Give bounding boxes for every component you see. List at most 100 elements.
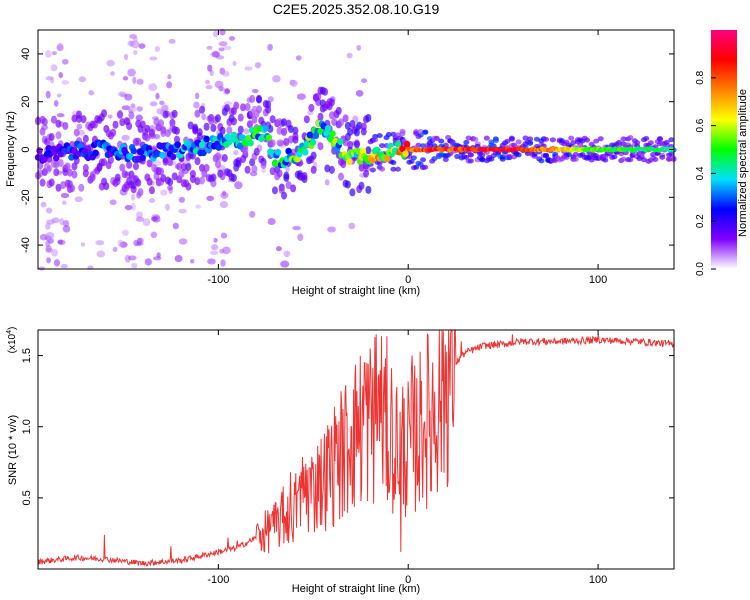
spectrogram-cell <box>199 105 206 114</box>
spectrogram-cell <box>328 98 335 107</box>
spectrogram-cell <box>433 136 440 142</box>
snr-series-line <box>37 329 675 567</box>
spectrogram-cell <box>205 84 213 90</box>
spectrogram-cell <box>324 164 331 173</box>
spectrogram-cell <box>220 232 228 239</box>
spectrogram-cell <box>349 188 356 197</box>
spectrogram-cell <box>167 178 174 187</box>
spectrogram-cell <box>372 133 379 139</box>
spectrogram-cell <box>212 50 220 58</box>
spectrogram-cell <box>308 103 315 112</box>
spectrogram-cell <box>515 139 522 145</box>
spectrogram-cell <box>309 138 317 146</box>
snr-x-tick-label: 100 <box>589 574 607 586</box>
spectrogram-cell <box>285 181 292 190</box>
spectrogram-cell <box>119 118 126 127</box>
spectrogram-cell <box>107 155 114 164</box>
colorbar-gradient <box>711 30 737 269</box>
colorbar-tick-label: 0.6 <box>695 118 706 132</box>
snr-y-scale-label: (x104) <box>6 327 18 354</box>
spectrogram-cell <box>347 127 354 136</box>
spectrogram-cell <box>222 190 227 197</box>
spectrogram-cell <box>355 147 362 155</box>
spectrogram-cell <box>56 93 62 98</box>
spectrogram-cell <box>178 169 185 178</box>
spectrogram-cell <box>335 106 342 115</box>
spectrogram-cell <box>124 204 133 211</box>
spectrogram-cell <box>666 156 673 162</box>
spectrogram-cell <box>45 90 51 99</box>
spectrogram-cell <box>515 152 522 158</box>
spectrogram-cell <box>189 169 196 178</box>
spectrogram-cell <box>212 30 219 38</box>
spectrogram-cell <box>290 184 297 193</box>
spectrogram-cell <box>62 225 71 233</box>
spectrogram-cell <box>620 156 627 162</box>
spectrogram-cell <box>167 185 173 191</box>
colorbar-tick-label: 0.2 <box>695 214 706 228</box>
spectrogram-cell <box>162 110 169 119</box>
spectrogram-cell <box>219 201 229 209</box>
spectrogram-cell <box>244 165 251 174</box>
spectrogram-cell <box>144 124 151 133</box>
spectrogram-cell <box>201 113 206 121</box>
spectrogram-cell <box>611 154 618 160</box>
spectrogram-cell <box>109 199 117 206</box>
spectrogram-cell <box>267 43 273 51</box>
spectrogram-cell <box>220 259 226 267</box>
spectrogram-cell <box>206 195 215 202</box>
spectrogram-cell <box>160 189 168 196</box>
spectrogram-cell <box>292 126 299 135</box>
spectrogram-cell <box>329 130 336 138</box>
spectrogram-cell <box>274 148 282 156</box>
spectrogram-cell <box>324 124 332 132</box>
spectrogram-cell <box>149 56 158 61</box>
spectrogram-cell <box>214 152 221 161</box>
spectrogram-cell <box>187 121 194 130</box>
spectrogram-cell <box>271 160 279 167</box>
spectrogram-cell <box>41 117 48 126</box>
snr-panel: -100 0 100 0.5 1.0 1.5 Height of straight li… <box>6 327 675 595</box>
spectrogram-cell <box>647 140 654 146</box>
spectrogram-cell <box>69 184 76 193</box>
svg-text:(x104): (x104) <box>6 327 18 354</box>
spectrogram-cell <box>130 193 136 201</box>
spectrogram-cell <box>215 144 222 151</box>
spectrogram-cell <box>178 238 188 245</box>
spectrogram-cell <box>248 126 256 134</box>
spectrogram-cell <box>136 211 143 219</box>
snr-x-tick-label: -100 <box>207 574 229 586</box>
spectrogram-x-tick-label: 100 <box>589 274 607 286</box>
spectrogram-cell <box>656 136 663 142</box>
spectrogram-cell <box>129 105 137 113</box>
spectrogram-cell <box>78 76 87 83</box>
spectrogram-cell <box>233 101 240 110</box>
spectrogram-cell <box>570 140 577 146</box>
spectrogram-cell <box>324 179 330 186</box>
spectrogram-cell <box>218 47 225 52</box>
spectrogram-cell <box>199 176 206 185</box>
spectrogram-cell <box>55 183 62 192</box>
spectrogram-cell <box>627 157 634 163</box>
spectrogram-cell <box>219 126 226 135</box>
spectrogram-cell <box>135 178 142 187</box>
spectrogram-cell <box>167 158 174 167</box>
spectrogram-cell <box>267 96 274 103</box>
spectrogram-cell <box>48 178 55 187</box>
spectrogram-cell <box>394 140 402 148</box>
spectrogram-cell <box>160 174 167 183</box>
spectrogram-cell <box>53 259 61 267</box>
spectrogram-cell <box>297 233 304 242</box>
spectrogram-cell <box>148 83 158 92</box>
spectrogram-cell <box>139 120 146 129</box>
spectrogram-cell <box>237 125 244 134</box>
spectrogram-cell <box>276 139 284 147</box>
colorbar-ticks: 0.0 0.2 0.4 0.6 0.8 <box>695 70 716 276</box>
spectrogram-cell <box>152 256 162 261</box>
spectrogram-cell <box>438 138 445 144</box>
spectrogram-y-tick-label: -40 <box>20 237 32 253</box>
spectrogram-cell <box>390 160 397 166</box>
spectrogram-cell <box>634 140 641 146</box>
spectrogram-cell <box>66 168 73 177</box>
spectrogram-cell <box>618 151 625 157</box>
